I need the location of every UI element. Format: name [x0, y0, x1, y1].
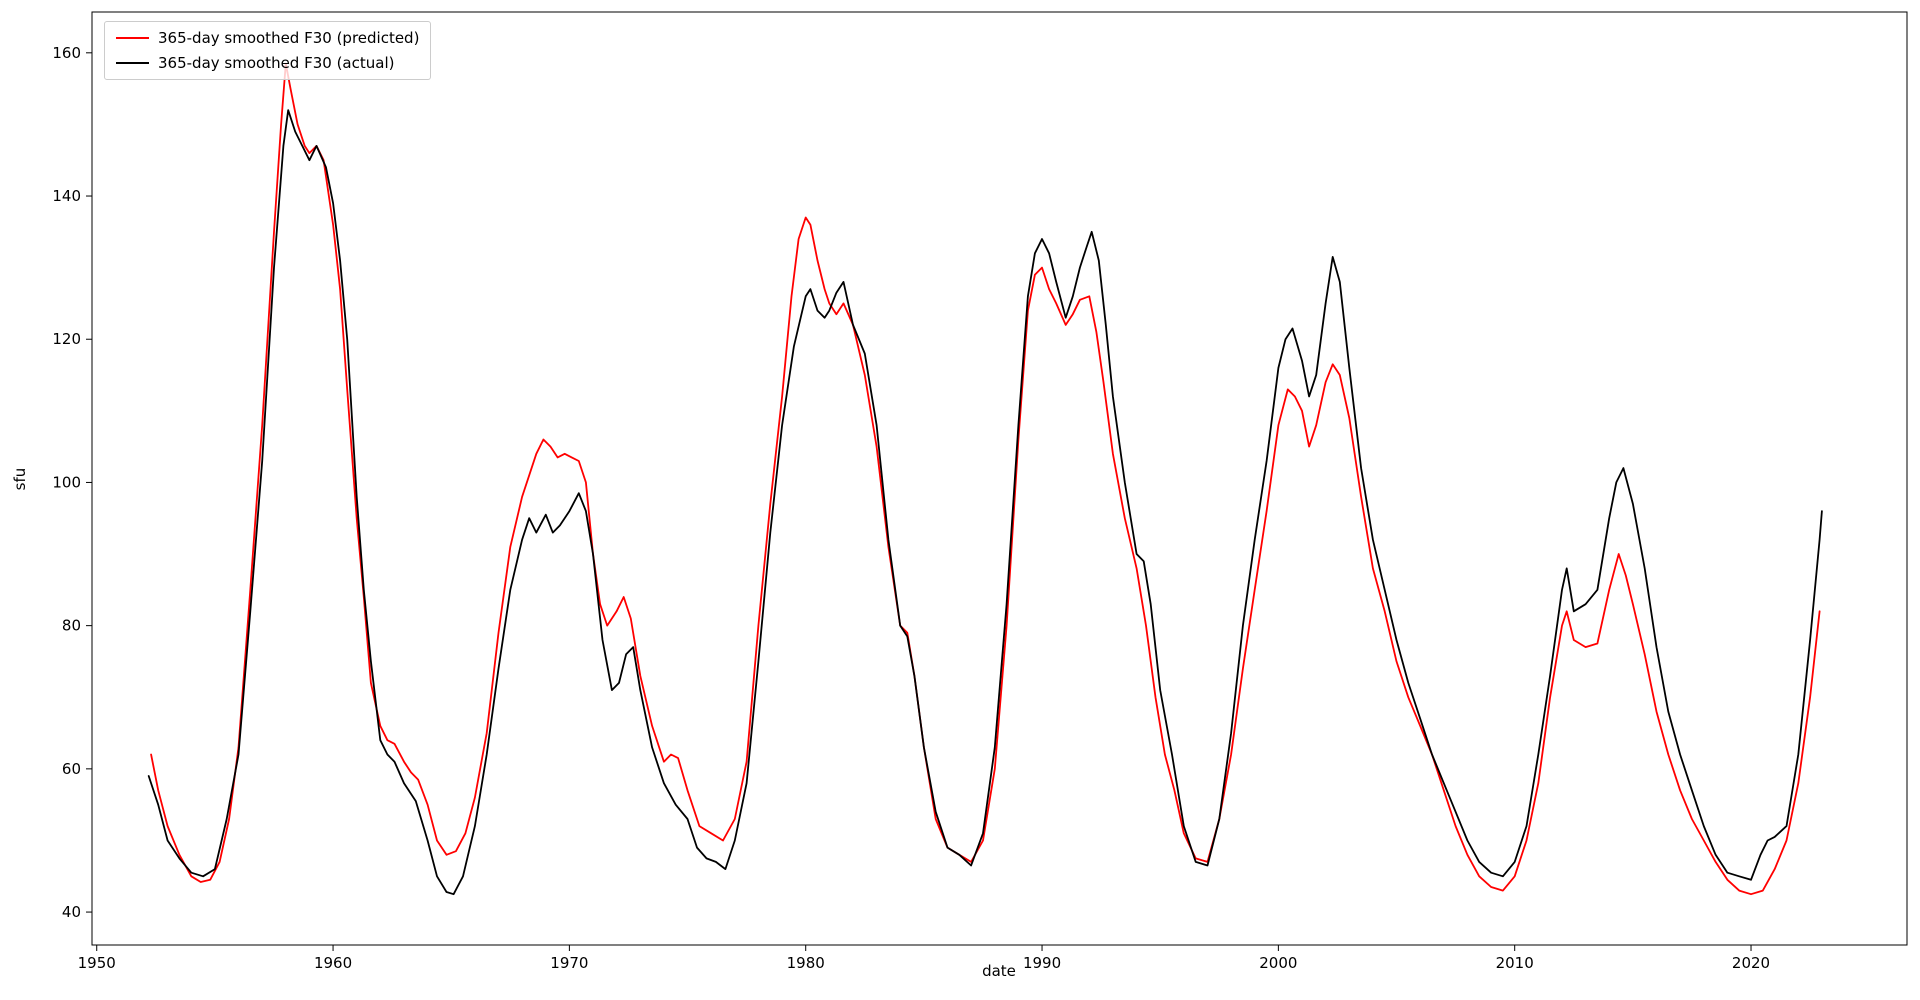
legend-entry-actual: 365-day smoothed F30 (actual)	[116, 54, 419, 72]
legend: 365-day smoothed F30 (predicted) 365-day…	[104, 21, 432, 80]
legend-label-actual: 365-day smoothed F30 (actual)	[158, 54, 395, 72]
legend-line-sample-predicted	[116, 37, 149, 39]
y-tick-label: 100	[52, 473, 81, 491]
y-tick-label: 80	[62, 617, 81, 635]
plot-frame	[91, 11, 1908, 946]
x-tick-label: 1980	[787, 954, 825, 972]
y-tick-label: 40	[62, 903, 81, 921]
legend-entry-predicted: 365-day smoothed F30 (predicted)	[116, 29, 419, 47]
series-line-0	[150, 62, 1821, 896]
x-tick-label: 1960	[314, 954, 352, 972]
legend-label-predicted: 365-day smoothed F30 (predicted)	[158, 29, 420, 47]
series-line-1	[147, 109, 1823, 896]
x-tick-label: 2020	[1732, 954, 1770, 972]
legend-line-sample-actual	[116, 62, 149, 64]
y-tick-label: 60	[62, 760, 81, 778]
y-tick-label: 120	[52, 330, 81, 348]
x-axis-label: date	[982, 962, 1016, 980]
x-tick-label: 1970	[550, 954, 588, 972]
x-tick-label: 1990	[1023, 954, 1061, 972]
x-tick-label: 1950	[78, 954, 116, 972]
y-axis-label: sfu	[11, 467, 29, 491]
y-tick-label: 140	[52, 187, 81, 205]
x-tick-label: 2000	[1259, 954, 1297, 972]
y-tick-label: 160	[52, 44, 81, 62]
x-tick-label: 2010	[1496, 954, 1534, 972]
